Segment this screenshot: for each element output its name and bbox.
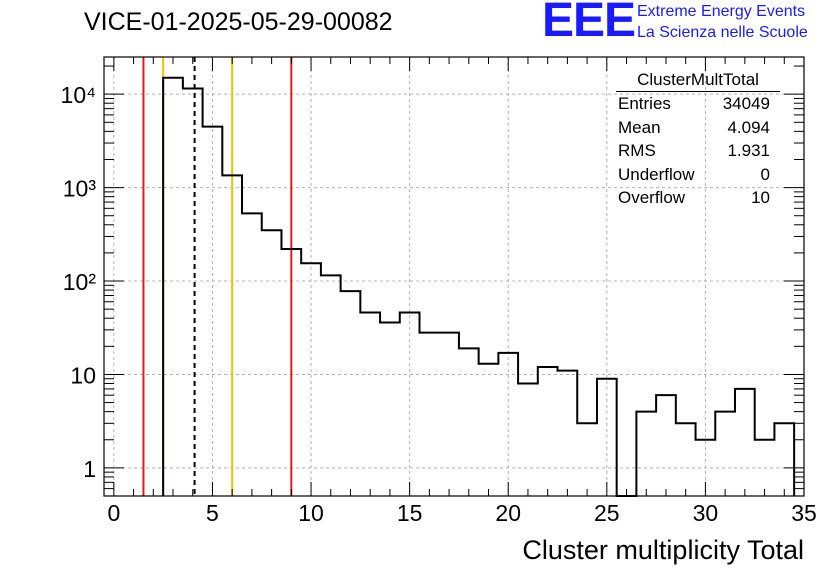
stats-box: ClusterMultTotal Entries 34049 Mean 4.09… <box>610 70 780 210</box>
stats-row-entries: Entries 34049 <box>610 92 780 116</box>
histogram-bin <box>577 423 597 496</box>
histogram-bin <box>498 353 518 496</box>
stats-label: RMS <box>618 141 656 160</box>
histogram-bin <box>518 384 538 496</box>
histogram-bin <box>281 249 301 496</box>
histogram-bin <box>656 395 676 496</box>
x-axis-title: Cluster multiplicity Total <box>522 535 804 565</box>
y-tick-label: 10³ <box>63 176 97 202</box>
stats-row-overflow: Overflow 10 <box>610 186 780 210</box>
histogram-bin <box>163 78 183 496</box>
histogram-outline <box>162 76 796 497</box>
stats-label: Overflow <box>618 188 686 207</box>
x-tick-label: 20 <box>495 500 521 526</box>
y-tick-label: 1 <box>83 456 96 482</box>
grid-layer <box>104 57 804 496</box>
histogram-bin <box>459 348 479 496</box>
histogram-bin <box>558 371 578 496</box>
run-title: VICE-01-2025-05-29-00082 <box>84 8 393 36</box>
x-tick-label: 0 <box>107 500 120 526</box>
histogram-bin <box>360 313 380 496</box>
plot-frame <box>103 56 805 497</box>
histogram-bin <box>538 367 558 496</box>
stats-row-rms: RMS 1.931 <box>610 139 780 163</box>
axis-ticks <box>104 57 805 497</box>
histogram-bin <box>439 333 459 496</box>
histogram-bin <box>636 412 656 496</box>
x-tick-label: 25 <box>594 500 620 526</box>
stats-value: 10 <box>751 188 770 207</box>
histogram-layer <box>162 76 796 497</box>
y-tick-label: 10 <box>70 362 96 388</box>
histogram-bin <box>321 275 341 496</box>
histogram-bin <box>222 175 242 496</box>
histogram-bin <box>676 423 696 496</box>
axis-tick-labels: 0 5 10 15 20 25 30 35 1 10 10² 10³ 10⁴ <box>61 82 817 526</box>
stats-value: 0 <box>760 164 770 184</box>
x-tick-label: 10 <box>298 500 324 526</box>
histogram-bin <box>755 440 775 496</box>
histogram-bin <box>380 322 400 496</box>
stats-row-underflow: Underflow 0 <box>610 163 780 187</box>
histogram-bin <box>419 333 439 496</box>
histogram-bin <box>774 423 794 496</box>
stats-label: Underflow <box>618 164 695 184</box>
logo-caption-line1: Extreme Energy Events <box>637 3 806 20</box>
stats-value: 1.931 <box>727 141 770 160</box>
y-tick-label: 10² <box>63 269 97 295</box>
stats-title: ClusterMultTotal <box>616 70 780 92</box>
stats-label: Mean <box>618 117 661 137</box>
histogram-bin <box>242 213 262 496</box>
histogram-bin <box>262 230 282 496</box>
histogram-bin <box>203 127 223 496</box>
x-tick-label: 15 <box>397 500 423 526</box>
x-tick-label: 35 <box>791 500 817 526</box>
stats-value: 4.094 <box>727 117 770 137</box>
x-tick-label: 5 <box>206 500 219 526</box>
x-tick-label: 30 <box>693 500 719 526</box>
y-tick-label: 10⁴ <box>61 82 96 108</box>
histogram-bin <box>735 389 755 496</box>
logo-caption-line2: La Scienza nelle Scuole <box>637 24 808 41</box>
histogram-bin <box>597 379 617 496</box>
histogram-bin <box>479 364 499 496</box>
histogram-bin <box>400 313 420 496</box>
eee-logo: EEE <box>542 0 636 47</box>
histogram-bin <box>341 291 361 496</box>
stats-label: Entries <box>618 94 671 113</box>
stats-row-mean: Mean 4.094 <box>610 116 780 140</box>
stats-value: 34049 <box>722 94 770 113</box>
histogram-bin <box>183 89 203 496</box>
histogram-bin <box>715 412 735 496</box>
histogram-bin <box>301 263 321 496</box>
